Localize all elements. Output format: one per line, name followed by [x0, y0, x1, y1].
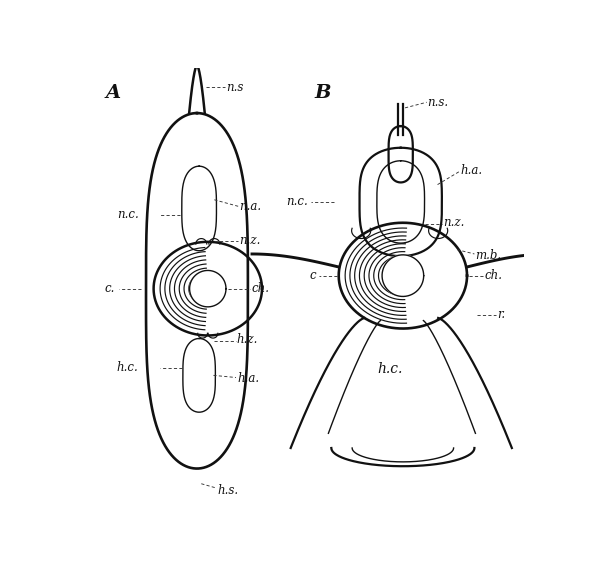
Text: r.: r. [497, 308, 506, 321]
Text: n.s.: n.s. [428, 96, 449, 109]
Text: B: B [314, 84, 331, 102]
Text: h.c.: h.c. [377, 362, 402, 376]
Text: h.a.: h.a. [237, 372, 259, 385]
Text: n.c.: n.c. [286, 195, 308, 208]
Text: n.z.: n.z. [443, 216, 464, 229]
Text: n.s: n.s [226, 81, 244, 93]
Text: c.: c. [104, 282, 115, 295]
Text: h.a.: h.a. [460, 164, 482, 177]
Circle shape [382, 255, 424, 297]
Text: n.c.: n.c. [116, 208, 139, 221]
Text: h.c.: h.c. [116, 361, 139, 374]
Text: ch.: ch. [484, 269, 502, 282]
Text: m.b.: m.b. [475, 249, 502, 262]
Text: n.z.: n.z. [239, 234, 260, 248]
Text: h.s.: h.s. [217, 484, 238, 497]
Text: A: A [106, 84, 121, 102]
Text: n.a.: n.a. [239, 200, 261, 213]
Text: ch.: ch. [251, 282, 269, 295]
Text: h.z.: h.z. [237, 333, 258, 346]
Circle shape [190, 270, 226, 307]
Text: c: c [310, 269, 316, 282]
